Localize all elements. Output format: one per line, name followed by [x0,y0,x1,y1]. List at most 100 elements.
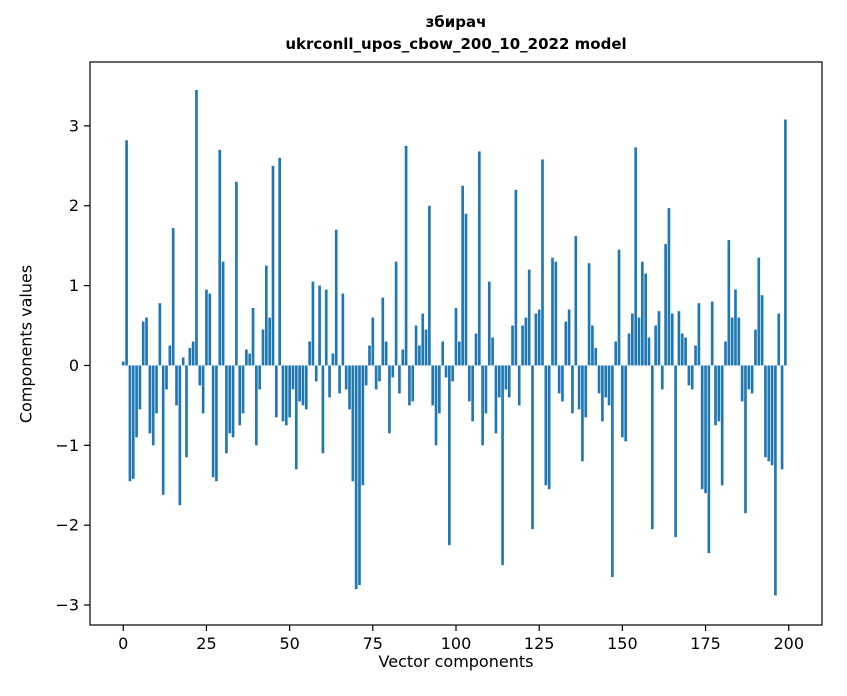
bar [348,365,351,410]
bar [621,365,624,438]
bar [634,147,637,366]
bar [690,365,694,390]
bar [328,365,331,398]
bar [497,365,501,398]
bar [188,347,192,366]
bar [278,157,281,366]
bar [557,365,561,394]
bar [255,365,258,446]
bar [181,357,185,366]
bar [414,325,418,366]
bar [587,263,591,366]
bar [281,365,285,422]
chart-title-line1: збирач [425,13,487,31]
bar [614,341,618,366]
bar [680,333,684,366]
bar [458,341,461,366]
bar [135,365,138,438]
bar [381,297,385,366]
bar [740,365,744,402]
y-tick-label: 3 [69,116,79,135]
bar [714,365,717,426]
bar [684,337,687,366]
bar [544,365,548,486]
y-axis-label: Components values [16,264,36,424]
bar [747,365,751,390]
bar [757,257,761,366]
bar [514,189,518,366]
bar [128,365,132,482]
bar [484,365,488,414]
bar [780,365,784,470]
bar [687,365,691,386]
bar [304,365,308,410]
bar [444,365,448,378]
bar [750,365,754,394]
bar [431,365,435,406]
bar [517,365,521,406]
bar [168,345,172,366]
bar [577,365,581,410]
bar [710,301,714,366]
bar [774,365,777,596]
x-tick-label: 0 [118,634,128,653]
bar [245,349,248,366]
bar [324,289,328,366]
bar [434,365,438,446]
bar [125,140,128,366]
bar [208,293,212,366]
bar [195,89,198,366]
bar [631,313,634,366]
bar [584,365,588,418]
bar [720,365,724,486]
bar [155,365,158,414]
bar [401,349,405,366]
bar [594,347,598,366]
bar [564,321,568,366]
bar [191,341,195,366]
bar [694,345,697,366]
bar [777,313,781,366]
bar [707,365,711,554]
bar [145,317,148,366]
bar [361,365,365,486]
bar [334,229,338,366]
bar [581,365,584,462]
bar [344,365,348,390]
bar [521,325,524,366]
bar [501,365,504,566]
bar [225,365,228,454]
bar [311,281,315,366]
bar [148,365,152,434]
y-tick-label: −3 [55,596,79,615]
bar [717,365,721,422]
bar [654,325,657,366]
bar [161,365,165,495]
bar [298,365,301,402]
bar [141,321,145,366]
bar [428,205,431,366]
x-axis-label: Vector components [378,652,534,671]
bar [368,345,371,366]
bar [438,365,441,414]
bar [364,365,368,386]
y-tick-label: 0 [69,356,79,375]
bar [624,365,628,442]
bar [471,365,474,422]
x-tick-label: 150 [607,634,638,653]
bar [451,365,454,382]
bar [218,149,222,366]
bar [537,309,541,366]
bar [318,285,321,366]
bar [784,119,787,366]
bar [221,261,225,366]
bar [467,365,471,402]
bar [627,333,631,366]
bar [571,365,574,414]
bar [481,365,484,446]
bar [657,311,661,366]
bar [411,365,415,402]
bar [158,303,162,366]
